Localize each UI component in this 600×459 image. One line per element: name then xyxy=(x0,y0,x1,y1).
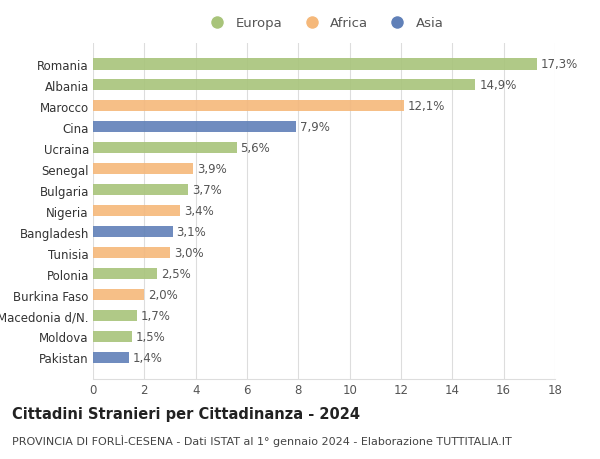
Text: Cittadini Stranieri per Cittadinanza - 2024: Cittadini Stranieri per Cittadinanza - 2… xyxy=(12,406,360,421)
Bar xyxy=(93,268,157,280)
Legend: Europa, Africa, Asia: Europa, Africa, Asia xyxy=(204,17,444,30)
Text: 2,0%: 2,0% xyxy=(148,288,178,302)
Text: 17,3%: 17,3% xyxy=(541,58,578,71)
Text: 12,1%: 12,1% xyxy=(407,100,445,113)
Text: 3,4%: 3,4% xyxy=(184,205,214,218)
Bar xyxy=(93,310,137,322)
Text: 3,7%: 3,7% xyxy=(192,184,221,197)
Text: 1,4%: 1,4% xyxy=(133,351,163,364)
Bar xyxy=(93,289,145,301)
Bar xyxy=(93,59,537,70)
Bar xyxy=(93,185,188,196)
Bar xyxy=(93,163,193,175)
Bar xyxy=(93,80,475,91)
Bar xyxy=(93,205,180,217)
Text: 3,9%: 3,9% xyxy=(197,163,227,176)
Text: 1,7%: 1,7% xyxy=(140,309,170,322)
Bar xyxy=(93,101,404,112)
Text: 14,9%: 14,9% xyxy=(479,79,517,92)
Text: 5,6%: 5,6% xyxy=(241,142,271,155)
Bar xyxy=(93,122,296,133)
Bar xyxy=(93,143,237,154)
Text: 1,5%: 1,5% xyxy=(136,330,165,343)
Bar xyxy=(93,247,170,259)
Bar xyxy=(93,226,173,238)
Text: 2,5%: 2,5% xyxy=(161,268,191,280)
Text: PROVINCIA DI FORLÌ-CESENA - Dati ISTAT al 1° gennaio 2024 - Elaborazione TUTTITA: PROVINCIA DI FORLÌ-CESENA - Dati ISTAT a… xyxy=(12,434,512,446)
Text: 3,0%: 3,0% xyxy=(174,246,203,259)
Bar xyxy=(93,331,131,342)
Bar xyxy=(93,352,129,364)
Text: 3,1%: 3,1% xyxy=(176,225,206,239)
Text: 7,9%: 7,9% xyxy=(299,121,329,134)
